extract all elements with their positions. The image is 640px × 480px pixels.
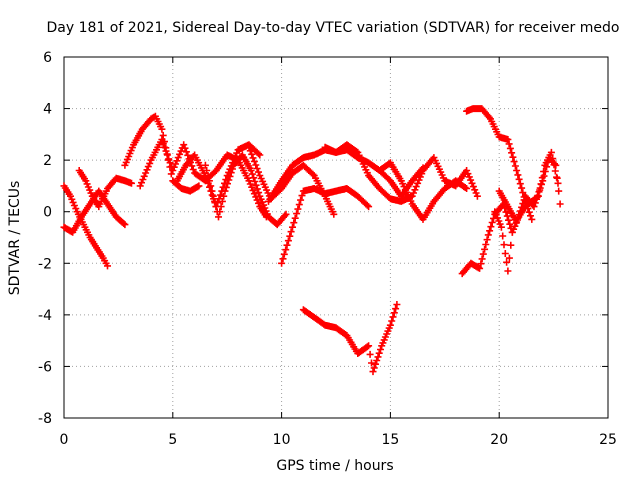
series-arc3 (75, 167, 135, 211)
y-tick-label: -4 (38, 308, 52, 324)
y-tick-label: -2 (38, 256, 52, 272)
y-tick-label: 6 (43, 50, 52, 66)
series-arc17 (495, 154, 564, 226)
x-tick-label: 0 (60, 432, 69, 448)
series-markers (60, 182, 111, 270)
x-tick-label: 20 (490, 432, 508, 448)
y-tick-label: 4 (43, 102, 52, 118)
series-arc2 (60, 187, 129, 236)
series-markers (463, 105, 536, 223)
y-tick-label: 2 (43, 153, 52, 169)
chart-title: Day 181 of 2021, Sidereal Day-to-day VTE… (47, 20, 620, 36)
x-tick-label: 10 (273, 432, 291, 448)
plot-frame (63, 56, 609, 419)
data-points (60, 105, 564, 376)
axis-ticks: 0 5 10 15 20 25 -8 -6 -4 -2 0 2 4 6 (38, 50, 617, 448)
y-tick-label: 0 (43, 205, 52, 221)
grid-lines (64, 57, 608, 418)
series-arc13 (299, 301, 401, 376)
series-arc1 (60, 182, 111, 270)
y-axis-label: SDTVAR / TECUs (7, 181, 23, 296)
x-axis-label: GPS time / hours (276, 458, 393, 474)
series-arc15 (463, 105, 536, 223)
x-tick-label: 5 (168, 432, 177, 448)
series-arc12 (376, 159, 471, 223)
series-markers (60, 187, 129, 236)
series-arc9 (278, 185, 373, 267)
y-tick-label: -8 (38, 411, 52, 427)
x-tick-label: 15 (381, 432, 399, 448)
series-markers (278, 185, 373, 267)
series-markers (201, 151, 290, 229)
series-markers (495, 154, 564, 226)
series-markers (376, 159, 471, 223)
series-arc7 (201, 151, 290, 229)
series-markers (75, 167, 135, 211)
y-tick-label: -6 (38, 359, 52, 375)
series-markers (299, 301, 401, 376)
x-tick-label: 25 (599, 432, 617, 448)
